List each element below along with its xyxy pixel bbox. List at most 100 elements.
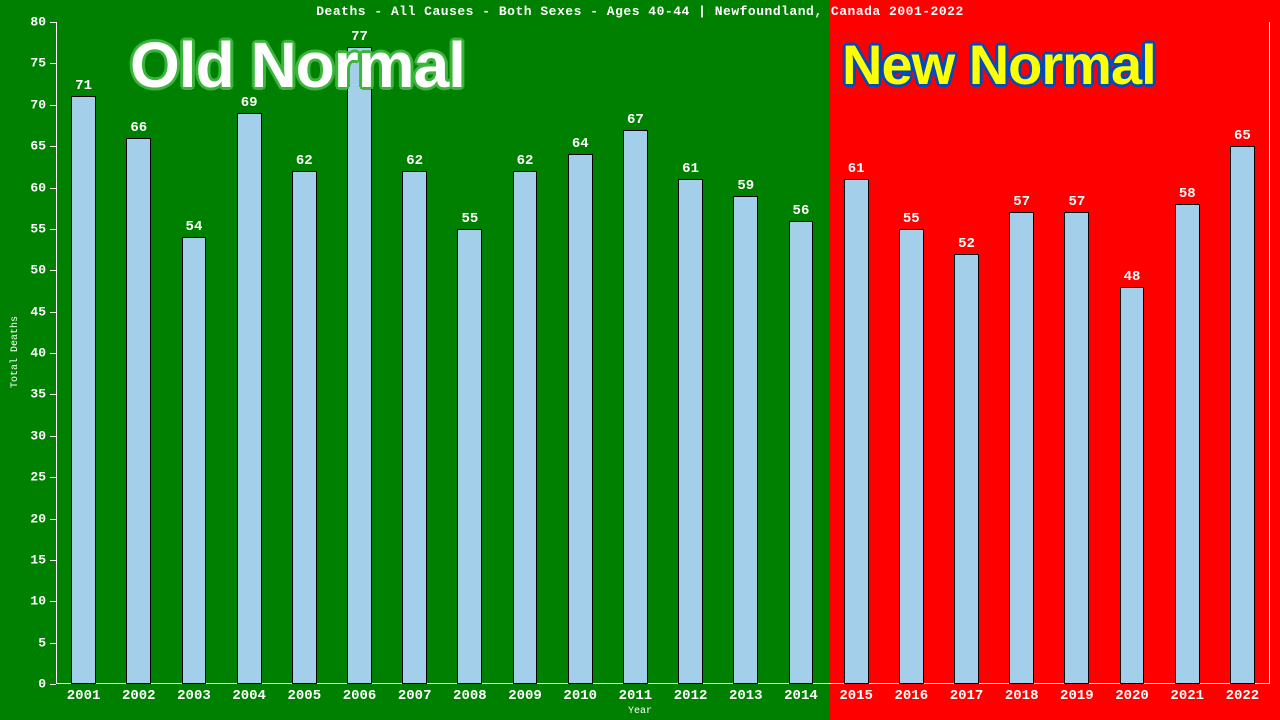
plot-area: 0510152025303540455055606570758071200166… (56, 22, 1270, 684)
y-tick (50, 436, 56, 437)
y-tick-label: 5 (22, 635, 46, 650)
bar (568, 154, 593, 684)
bar (1120, 287, 1145, 684)
bar (402, 171, 427, 684)
x-tick-label: 2022 (1226, 688, 1260, 704)
chart-title: Deaths - All Causes - Both Sexes - Ages … (0, 4, 1280, 19)
bar (1064, 212, 1089, 684)
y-tick-label: 65 (22, 139, 46, 154)
x-tick-label: 2008 (453, 688, 487, 704)
y-tick (50, 105, 56, 106)
x-tick-label: 2017 (950, 688, 984, 704)
x-tick-label: 2005 (288, 688, 322, 704)
bar-value-label: 54 (186, 219, 203, 235)
bar (126, 138, 151, 684)
y-tick (50, 22, 56, 23)
bar (733, 196, 758, 684)
bar (292, 171, 317, 684)
bar (71, 96, 96, 684)
bar-value-label: 71 (75, 78, 92, 94)
overlay-label: New Normal (842, 32, 1156, 97)
y-tick (50, 270, 56, 271)
bar-value-label: 55 (903, 211, 920, 227)
bar (1175, 204, 1200, 684)
bar-value-label: 61 (682, 161, 699, 177)
x-tick-label: 2013 (729, 688, 763, 704)
chart-container: 0510152025303540455055606570758071200166… (0, 0, 1280, 720)
x-tick-label: 2003 (177, 688, 211, 704)
x-tick-label: 2012 (674, 688, 708, 704)
background-region (829, 0, 1280, 720)
y-tick-label: 60 (22, 180, 46, 195)
x-tick-label: 2007 (398, 688, 432, 704)
x-axis-label: Year (628, 706, 652, 717)
y-tick-label: 0 (22, 677, 46, 692)
bar-value-label: 56 (793, 203, 810, 219)
axis-line (1269, 22, 1270, 684)
y-tick (50, 146, 56, 147)
bar (457, 229, 482, 684)
bar-value-label: 57 (1013, 194, 1030, 210)
y-tick (50, 63, 56, 64)
bar-value-label: 67 (627, 112, 644, 128)
bar (899, 229, 924, 684)
x-tick-label: 2006 (343, 688, 377, 704)
bar-value-label: 66 (130, 120, 147, 136)
y-tick-label: 70 (22, 97, 46, 112)
x-tick-label: 2021 (1170, 688, 1204, 704)
y-tick-label: 15 (22, 552, 46, 567)
bar (954, 254, 979, 684)
y-tick-label: 10 (22, 594, 46, 609)
bar (237, 113, 262, 684)
y-tick (50, 312, 56, 313)
x-tick-label: 2014 (784, 688, 818, 704)
x-tick-label: 2009 (508, 688, 542, 704)
y-tick (50, 643, 56, 644)
y-tick (50, 684, 56, 685)
y-tick (50, 477, 56, 478)
y-tick (50, 229, 56, 230)
bar-value-label: 62 (517, 153, 534, 169)
y-tick (50, 519, 56, 520)
x-tick-label: 2020 (1115, 688, 1149, 704)
bar-value-label: 52 (958, 236, 975, 252)
bar-value-label: 62 (296, 153, 313, 169)
y-tick-label: 35 (22, 387, 46, 402)
x-tick-label: 2018 (1005, 688, 1039, 704)
bar (1009, 212, 1034, 684)
x-tick-label: 2011 (619, 688, 653, 704)
bar-value-label: 61 (848, 161, 865, 177)
y-tick (50, 353, 56, 354)
bar-value-label: 64 (572, 136, 589, 152)
y-axis-label: Total Deaths (10, 316, 21, 388)
x-tick-label: 2010 (563, 688, 597, 704)
y-tick-label: 30 (22, 428, 46, 443)
bar (678, 179, 703, 684)
bar-value-label: 48 (1124, 269, 1141, 285)
x-tick-label: 2015 (839, 688, 873, 704)
bar (513, 171, 538, 684)
y-tick-label: 50 (22, 263, 46, 278)
y-tick-label: 45 (22, 304, 46, 319)
y-tick-label: 40 (22, 346, 46, 361)
y-tick (50, 560, 56, 561)
y-tick-label: 20 (22, 511, 46, 526)
bar-value-label: 62 (406, 153, 423, 169)
x-tick-label: 2016 (895, 688, 929, 704)
bar-value-label: 55 (461, 211, 478, 227)
bar (182, 237, 207, 684)
bar (789, 221, 814, 684)
y-tick-label: 75 (22, 56, 46, 71)
y-tick (50, 601, 56, 602)
bar-value-label: 57 (1068, 194, 1085, 210)
y-tick (50, 188, 56, 189)
bar (1230, 146, 1255, 684)
bar (844, 179, 869, 684)
bar (347, 47, 372, 684)
bar (623, 130, 648, 684)
y-tick-label: 25 (22, 470, 46, 485)
overlay-label: Old Normal (130, 28, 465, 102)
bar-value-label: 58 (1179, 186, 1196, 202)
axis-line (56, 22, 57, 684)
y-tick (50, 394, 56, 395)
